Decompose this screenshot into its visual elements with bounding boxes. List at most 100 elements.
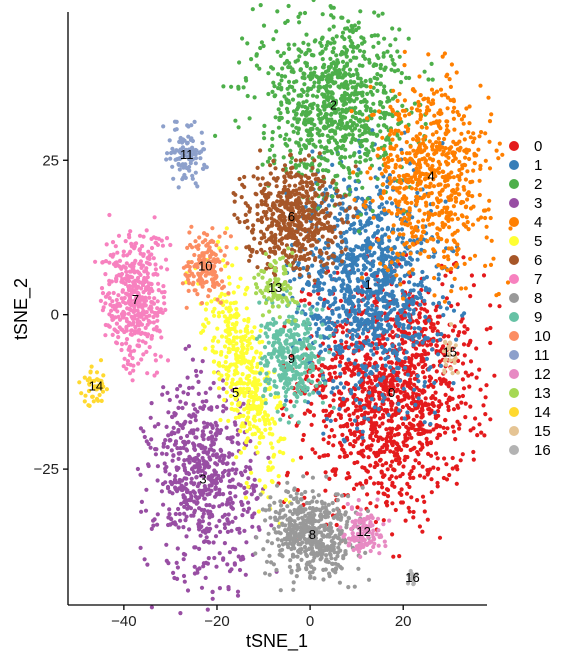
point-cluster-5 [201,322,206,327]
point-cluster-3 [252,477,257,482]
point-cluster-1 [381,295,386,300]
point-cluster-1 [402,416,407,421]
point-cluster-0 [381,371,387,376]
point-cluster-3 [242,528,247,534]
point-cluster-4 [434,140,439,145]
point-cluster-5 [240,356,245,361]
point-cluster-0 [425,472,430,477]
point-cluster-0 [419,352,424,358]
point-cluster-0 [434,425,439,430]
point-cluster-1 [322,281,327,286]
point-cluster-5 [210,338,215,343]
point-cluster-3 [190,466,195,471]
point-cluster-3 [231,461,236,466]
point-cluster-4 [394,273,399,278]
point-cluster-5 [238,377,243,382]
point-cluster-3 [226,512,231,517]
point-cluster-1 [395,333,400,338]
point-cluster-3 [205,509,211,514]
point-cluster-2 [302,76,307,81]
point-cluster-2 [328,84,333,89]
point-cluster-5 [246,484,251,489]
point-cluster-2 [358,9,363,14]
point-cluster-2 [310,106,315,111]
point-cluster-0 [323,488,328,493]
point-cluster-0 [468,404,473,409]
point-cluster-2 [340,30,346,35]
point-cluster-4 [410,267,415,272]
point-cluster-4 [450,188,455,193]
point-cluster-2 [320,168,326,173]
point-cluster-1 [340,278,345,283]
point-cluster-5 [252,380,257,385]
point-cluster-2 [397,54,402,59]
point-cluster-0 [396,431,401,437]
point-cluster-5 [204,317,209,322]
point-cluster-0 [377,424,382,429]
point-cluster-0 [341,367,346,372]
point-cluster-0 [381,518,386,523]
point-cluster-2 [355,71,360,76]
point-cluster-1 [335,242,340,247]
point-cluster-0 [368,435,373,440]
point-cluster-4 [483,131,488,136]
point-cluster-4 [462,261,467,266]
point-cluster-1 [325,265,330,270]
point-cluster-1 [402,313,407,318]
point-cluster-0 [389,399,394,404]
point-cluster-1 [360,225,365,230]
point-cluster-1 [345,283,350,288]
point-cluster-4 [465,169,470,174]
point-cluster-0 [449,387,454,392]
point-cluster-0 [414,352,419,357]
point-cluster-4 [465,220,470,225]
point-cluster-2 [286,91,291,96]
point-cluster-0 [301,432,306,438]
point-cluster-3 [240,554,245,559]
point-cluster-0 [333,339,338,344]
point-cluster-1 [328,303,333,308]
point-cluster-1 [377,242,382,247]
point-cluster-5 [230,346,236,352]
point-cluster-1 [377,285,382,290]
point-cluster-5 [240,342,245,347]
point-cluster-1 [342,266,347,272]
point-cluster-5 [241,386,246,391]
point-cluster-0 [411,509,416,515]
point-cluster-0 [386,392,391,397]
point-cluster-1 [363,324,368,329]
point-cluster-3 [176,451,181,456]
point-cluster-0 [385,494,391,499]
point-cluster-2 [369,144,374,149]
point-cluster-3 [244,540,249,545]
point-cluster-0 [429,490,434,495]
point-cluster-0 [352,439,357,444]
point-cluster-2 [277,82,282,87]
point-cluster-3 [195,500,200,505]
point-cluster-2 [348,73,353,78]
point-cluster-5 [235,370,240,376]
point-cluster-0 [482,433,487,438]
point-cluster-4 [444,238,449,243]
point-cluster-1 [330,309,335,314]
point-cluster-0 [412,364,417,369]
point-cluster-4 [436,235,441,240]
point-cluster-0 [347,428,353,433]
point-cluster-0 [369,409,374,414]
point-cluster-1 [336,343,341,349]
point-cluster-2 [368,157,373,162]
point-cluster-2 [357,111,362,116]
point-cluster-3 [197,495,202,500]
point-cluster-2 [329,13,334,18]
point-cluster-5 [256,428,261,433]
point-cluster-3 [244,464,249,470]
point-cluster-3 [255,495,260,501]
point-cluster-0 [390,382,395,387]
point-cluster-0 [302,411,307,416]
point-cluster-3 [230,467,235,472]
point-cluster-3 [226,520,231,526]
point-cluster-2 [272,94,277,99]
point-cluster-2 [327,27,332,32]
point-cluster-0 [466,373,471,378]
point-cluster-3 [138,472,143,477]
